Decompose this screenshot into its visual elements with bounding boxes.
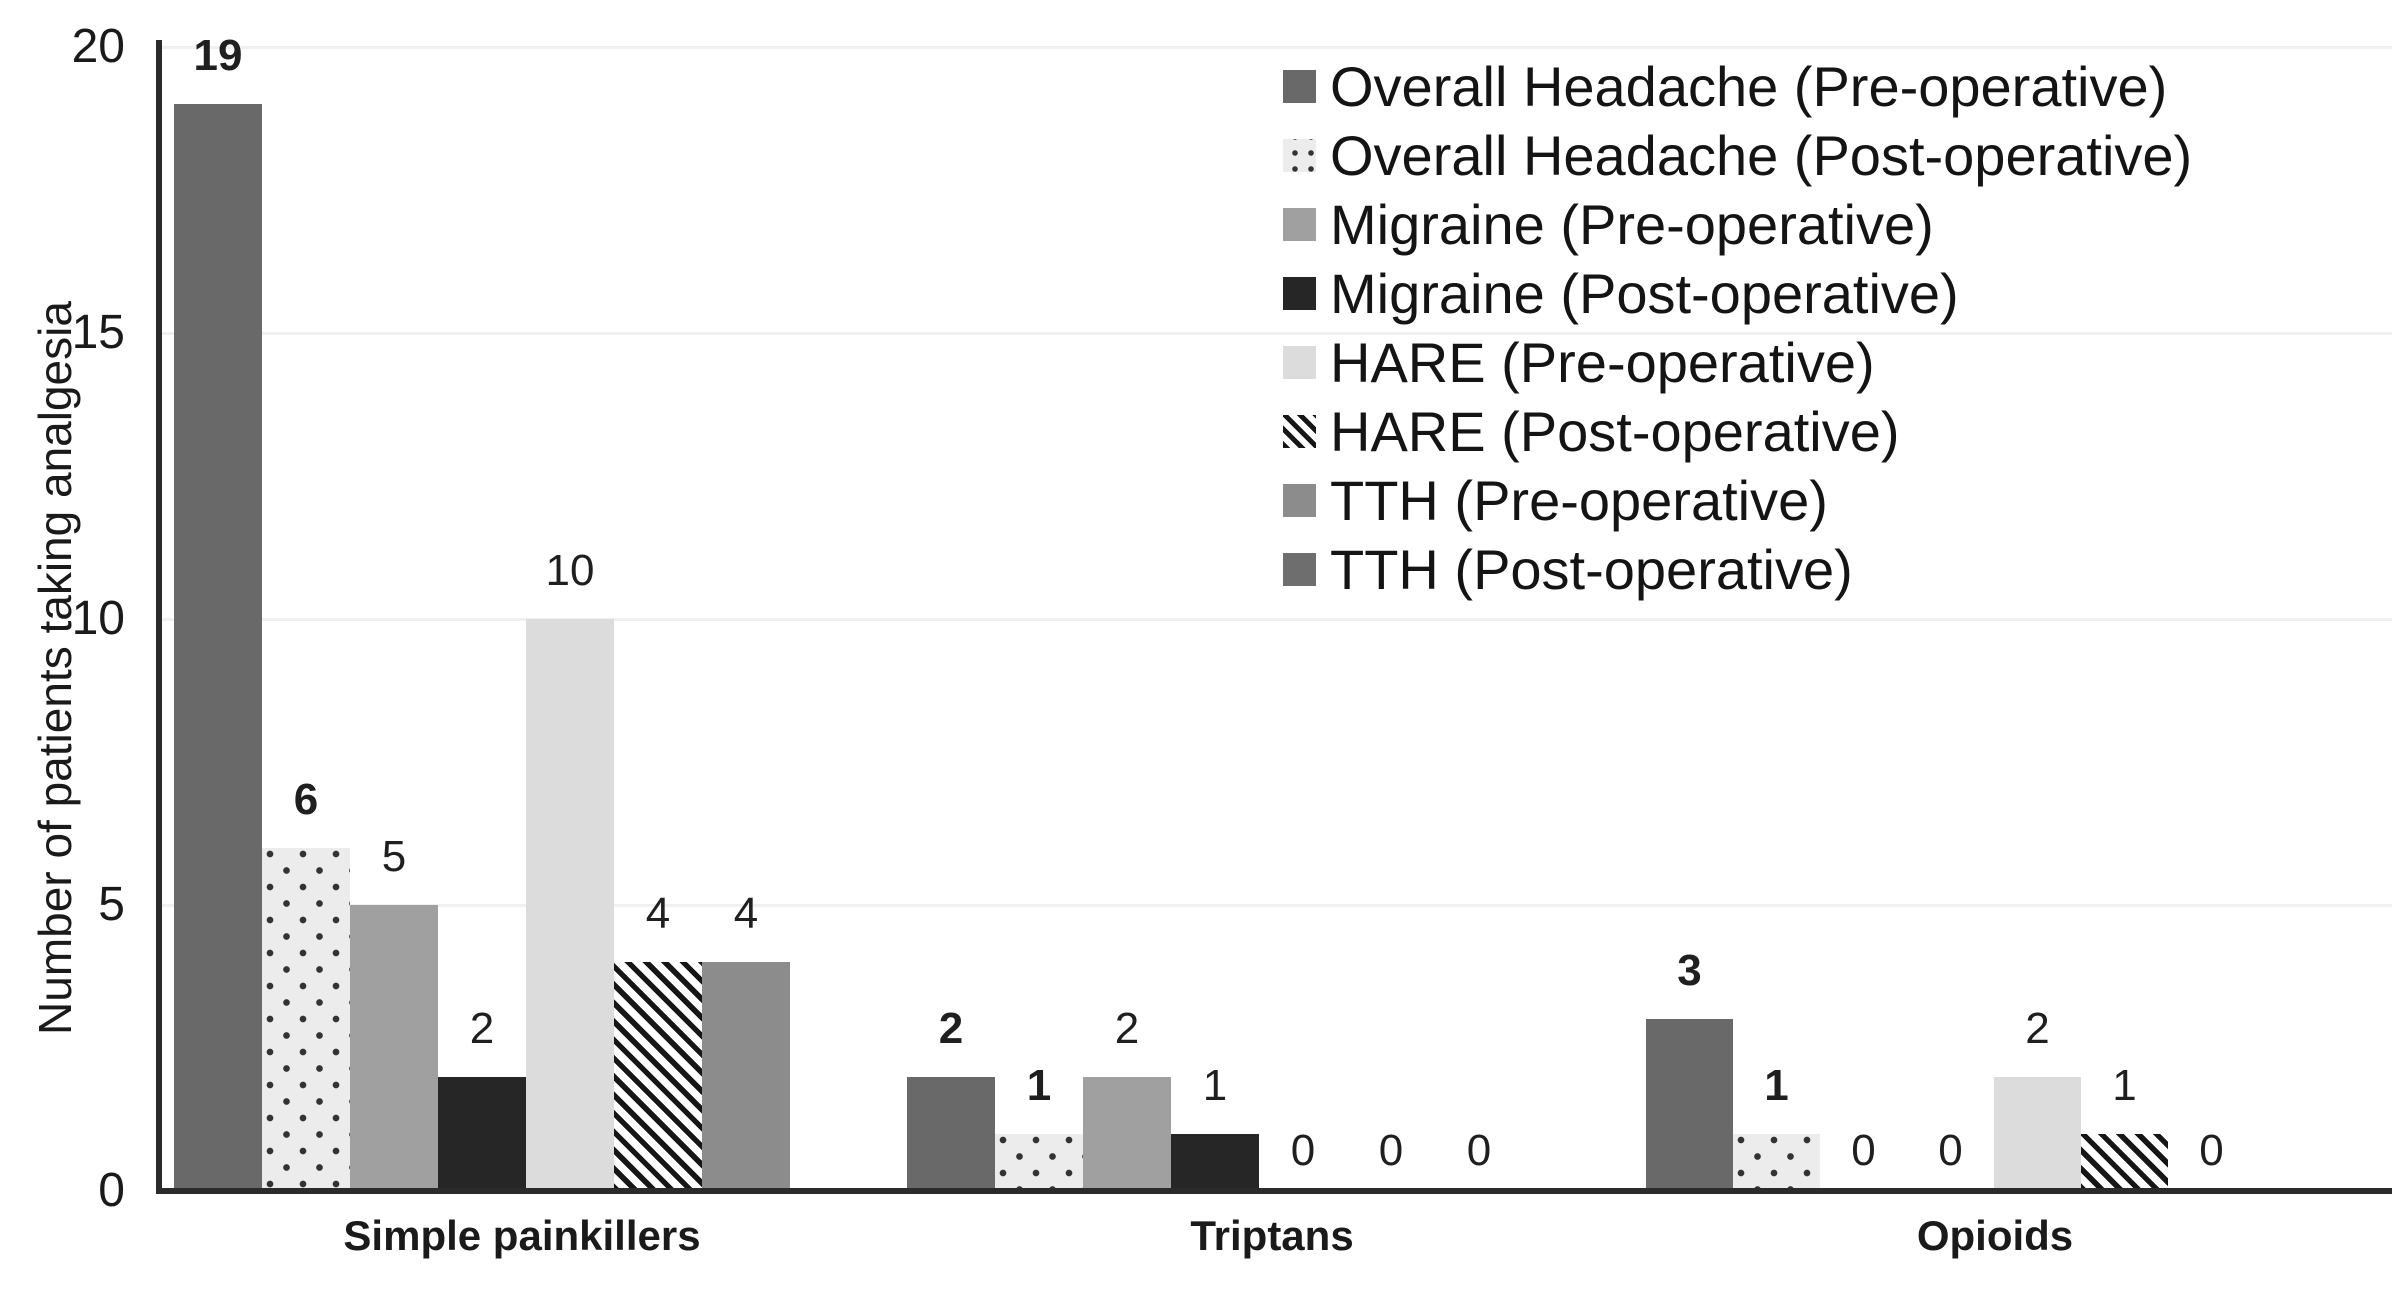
value-label-migraine-pre-triptans: 2 [1114, 1003, 1140, 1053]
legend-item-migraine-pre: Migraine (Pre-operative) [1283, 190, 2192, 259]
value-label-hare-pre-opioids: 2 [2025, 1003, 2050, 1053]
value-label-migraine-post-triptans: 1 [1202, 1060, 1228, 1110]
legend-label-tth-post: TTH (Post-operative) [1330, 538, 1853, 601]
gridline-y-20 [162, 45, 2392, 49]
x-category-label-opioids: Opioids [1916, 1212, 2074, 1259]
legend-swatch-icon-tth-post [1283, 553, 1316, 586]
gridline-y-15 [162, 331, 2392, 335]
value-label-migraine-post-opioids: 0 [1938, 1126, 1963, 1175]
value-label-overall-headache-pre-opioids: 3 [1677, 946, 1702, 996]
bar-overall-headache-post-triptans [995, 1133, 1083, 1191]
bar-tth-pre-simple-painkillers [702, 962, 790, 1191]
y-tick-label-0: 0 [98, 1164, 125, 1217]
bar-migraine-post-triptans [1171, 1133, 1259, 1191]
y-tick-label-10: 10 [71, 592, 125, 645]
x-category-label-simple-painkillers: Simple painkillers [343, 1212, 701, 1259]
bar-overall-headache-pre-simple-painkillers [174, 104, 262, 1191]
value-label-migraine-post-simple-painkillers: 2 [469, 1003, 495, 1053]
legend-label-hare-pre: HARE (Pre-operative) [1330, 331, 1875, 394]
value-label-overall-headache-post-simple-painkillers: 6 [293, 774, 319, 824]
legend-item-hare-pre: HARE (Pre-operative) [1283, 328, 2192, 397]
legend-swatch-icon-hare-pre [1283, 346, 1316, 379]
value-label-overall-headache-post-opioids: 1 [1764, 1060, 1789, 1110]
value-label-tth-pre-simple-painkillers: 4 [733, 889, 759, 939]
gridline-y-10 [162, 617, 2392, 621]
legend-swatch-icon-migraine-post [1283, 277, 1316, 310]
value-label-hare-post-opioids: 1 [2112, 1060, 2137, 1110]
legend-swatch-icon-tth-pre [1283, 484, 1316, 517]
legend-label-migraine-pre: Migraine (Pre-operative) [1330, 193, 1934, 256]
value-label-tth-pre-triptans: 0 [1466, 1126, 1492, 1175]
value-label-hare-pre-triptans: 0 [1290, 1126, 1316, 1175]
legend-label-hare-post: HARE (Post-operative) [1330, 400, 1900, 463]
bar-overall-headache-pre-triptans [907, 1076, 995, 1191]
bar-migraine-pre-triptans [1083, 1076, 1171, 1191]
bar-overall-headache-post-opioids [1733, 1133, 1820, 1191]
value-label-hare-post-simple-painkillers: 4 [645, 889, 671, 939]
y-axis-line [156, 40, 162, 1194]
legend-label-overall-headache-post: Overall Headache (Post-operative) [1330, 124, 2193, 187]
bar-hare-post-simple-painkillers [614, 962, 702, 1191]
value-label-migraine-pre-opioids: 0 [1851, 1126, 1876, 1175]
legend-item-migraine-post: Migraine (Post-operative) [1283, 259, 2192, 328]
legend-item-overall-headache-post: Overall Headache (Post-operative) [1283, 121, 2192, 190]
x-axis-line [156, 1188, 2392, 1194]
value-label-hare-post-triptans: 0 [1378, 1126, 1404, 1175]
value-label-migraine-pre-simple-painkillers: 5 [381, 832, 407, 881]
gridline-y-5 [162, 903, 2392, 907]
y-tick-label-20: 20 [71, 20, 125, 73]
legend-label-overall-headache-pre: Overall Headache (Pre-operative) [1330, 55, 2168, 118]
y-tick-label-5: 5 [98, 878, 125, 931]
legend: Overall Headache (Pre-operative) Overall … [1283, 52, 2192, 604]
bar-overall-headache-post-simple-painkillers [262, 847, 350, 1191]
legend-item-overall-headache-pre: Overall Headache (Pre-operative) [1283, 52, 2192, 121]
bar-migraine-pre-simple-painkillers [350, 905, 438, 1191]
value-label-overall-headache-pre-triptans: 2 [938, 1003, 964, 1053]
value-label-overall-headache-post-triptans: 1 [1026, 1060, 1052, 1110]
legend-label-migraine-post: Migraine (Post-operative) [1330, 262, 1959, 325]
legend-swatch-icon-overall-headache-pre [1283, 70, 1316, 103]
legend-item-tth-pre: TTH (Pre-operative) [1283, 466, 2192, 535]
bar-hare-pre-opioids [1994, 1076, 2081, 1191]
y-tick-label-15: 15 [71, 306, 125, 359]
legend-item-tth-post: TTH (Post-operative) [1283, 535, 2192, 604]
legend-swatch-icon-migraine-pre [1283, 208, 1316, 241]
x-category-label-triptans: Triptans [1190, 1212, 1354, 1259]
bar-migraine-post-simple-painkillers [438, 1076, 526, 1191]
bar-hare-post-opioids [2081, 1133, 2168, 1191]
bar-overall-headache-pre-opioids [1646, 1019, 1733, 1191]
legend-swatch-icon-hare-post [1283, 415, 1316, 448]
legend-label-tth-pre: TTH (Pre-operative) [1330, 469, 1828, 532]
bar-hare-pre-simple-painkillers [526, 619, 614, 1191]
value-label-tth-pre-opioids: 0 [2199, 1126, 2224, 1175]
value-label-overall-headache-pre-simple-painkillers: 19 [193, 31, 243, 81]
value-label-hare-pre-simple-painkillers: 10 [545, 546, 595, 595]
legend-item-hare-post: HARE (Post-operative) [1283, 397, 2192, 466]
legend-swatch-icon-overall-headache-post [1283, 139, 1316, 172]
